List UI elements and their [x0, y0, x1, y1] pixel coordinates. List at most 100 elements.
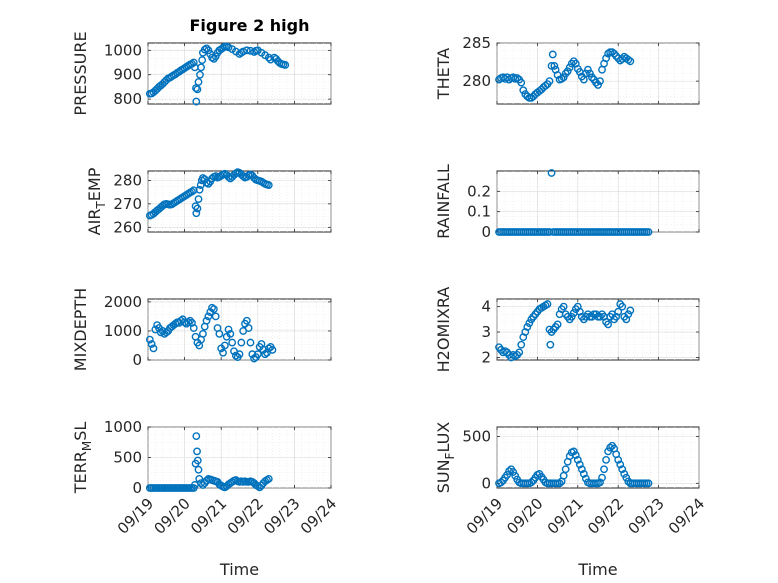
data-point: [513, 74, 522, 82]
y-axis-label: AIRTEMP: [85, 167, 108, 235]
x-tick-label: 09/21: [544, 494, 587, 537]
data-point: [215, 329, 224, 338]
data-point: [543, 300, 552, 308]
panel-airtemp: 260 270 280 AIRTEMP: [85, 167, 332, 236]
data-point: [547, 169, 556, 177]
y-tick-label: 500: [113, 449, 142, 467]
y-axis-label: THETA: [434, 48, 453, 100]
x-tick-label: 09/22: [584, 494, 627, 537]
y-tick-label: 3: [481, 323, 491, 341]
x-axis-label: Time: [577, 560, 617, 579]
y-tick-label: 260: [113, 218, 142, 236]
data-point: [517, 78, 526, 87]
data-point: [569, 57, 578, 66]
data-point: [228, 338, 237, 347]
series-markers: [145, 168, 273, 220]
data-point: [610, 49, 619, 58]
data-point: [622, 473, 631, 482]
y-tick-label: 500: [462, 427, 491, 445]
data-point: [565, 63, 574, 72]
data-point: [559, 471, 568, 480]
panel-rainfall: 0 0.1 0.2 RAINFALL: [434, 164, 700, 241]
y-tick-label: 0: [132, 351, 142, 369]
data-point: [156, 328, 165, 337]
y-tick-label: 2000: [104, 293, 142, 311]
data-point: [204, 312, 213, 321]
data-point: [567, 59, 576, 68]
data-point: [581, 69, 590, 78]
major-grid: [147, 171, 332, 232]
data-point: [644, 479, 653, 488]
data-point: [193, 204, 202, 213]
data-point: [219, 348, 227, 357]
data-point: [527, 478, 536, 487]
data-point: [220, 341, 229, 350]
data-point: [548, 50, 557, 59]
data-point: [242, 316, 251, 325]
data-point: [561, 465, 570, 474]
y-tick-label: 4: [481, 298, 491, 316]
x-tick-label: 09/21: [187, 494, 230, 537]
data-point: [193, 447, 201, 456]
data-point: [231, 351, 240, 360]
data-point: [194, 78, 203, 86]
data-point: [584, 65, 592, 74]
data-point: [581, 474, 590, 483]
data-point: [626, 57, 635, 66]
y-tick-label: 1000: [104, 418, 142, 436]
data-point: [644, 228, 653, 236]
data-point: [586, 69, 594, 78]
data-point: [606, 443, 615, 452]
data-point: [537, 85, 546, 94]
major-grid: [496, 171, 700, 233]
data-point: [614, 455, 623, 464]
data-point: [547, 61, 556, 70]
data-point: [149, 344, 158, 353]
y-axis-label: PRESSURE: [71, 31, 90, 115]
data-point: [268, 345, 277, 354]
data-point: [559, 302, 568, 311]
data-point: [563, 67, 572, 76]
data-point: [194, 465, 203, 474]
series-markers: [495, 300, 635, 362]
data-point: [264, 344, 273, 353]
data-point: [525, 319, 534, 328]
data-point: [596, 478, 604, 487]
data-point: [192, 209, 201, 218]
y-axis-label: H2OMIXRA: [434, 287, 453, 373]
x-tick-label: 09/23: [260, 494, 303, 537]
panel-mixdepth: 0 1000 2000 MIXDEPTH: [71, 288, 332, 371]
data-point: [535, 87, 544, 95]
series-markers: [145, 42, 290, 106]
data-point: [618, 302, 627, 311]
x-axis-label: Time: [219, 560, 259, 579]
x-tick-label: 09/20: [150, 494, 193, 537]
data-point: [602, 455, 610, 464]
y-tick-label: 1000: [104, 41, 142, 59]
data-point: [545, 77, 554, 86]
data-point: [202, 44, 211, 53]
data-point: [211, 172, 220, 181]
series-markers: [495, 441, 653, 488]
data-point: [588, 73, 596, 82]
y-tick-label: 800: [113, 90, 142, 108]
data-point: [598, 473, 606, 482]
panel-pressure: 800 900 1000 PRESSURE Figure 2 high: [71, 16, 332, 116]
y-tick-label: 280: [462, 72, 491, 90]
data-point: [592, 78, 600, 87]
data-point: [202, 316, 211, 325]
x-tick-label: 09/20: [503, 494, 546, 537]
data-point: [571, 451, 580, 460]
data-point: [527, 94, 536, 102]
y-tick-label: 1000: [104, 322, 142, 340]
data-point: [602, 54, 610, 63]
data-point: [594, 81, 602, 89]
data-point: [147, 340, 156, 348]
data-point: [550, 61, 559, 70]
data-point: [519, 86, 528, 95]
data-point: [202, 476, 211, 485]
data-point: [264, 53, 273, 62]
data-point: [567, 312, 576, 321]
